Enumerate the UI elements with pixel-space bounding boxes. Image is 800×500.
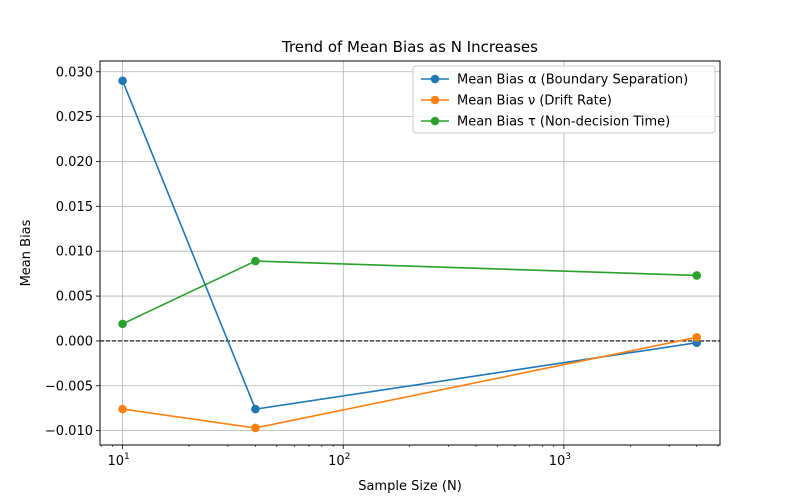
legend-label-2: Mean Bias ν (Drift Rate)	[457, 94, 612, 109]
ticks: −0.010 −0.005 0.000 0.005 0.010 0.015 0.020 0.0…	[45, 65, 719, 469]
chart-title: Trend of Mean Bias as N Increases	[281, 38, 538, 56]
x-axis-title: Sample Size (N)	[358, 479, 462, 494]
axes-frame	[99, 60, 721, 446]
y-tick-label: 0.025	[56, 110, 93, 125]
y-tick-label: −0.010	[45, 424, 93, 439]
legend-label-1: Mean Bias α (Boundary Separation)	[457, 73, 688, 88]
y-tick-label: 0.015	[56, 200, 93, 215]
legend: Mean Bias α (Boundary Separation) Mean Bi…	[412, 65, 716, 134]
y-axis-title: Mean Bias	[19, 219, 34, 286]
y-tick-label: 0.010	[56, 245, 93, 260]
series-2-point	[118, 404, 127, 414]
legend-label-3: Mean Bias τ (Non-decision Time)	[457, 115, 670, 130]
y-tick-label: 0.020	[56, 155, 93, 170]
series-1-point	[118, 76, 127, 86]
series-1-point	[251, 404, 260, 414]
legend-marker-1	[430, 74, 440, 84]
series-3-point	[118, 319, 127, 329]
series-3-point	[692, 271, 702, 280]
y-tick-label: −0.005	[45, 379, 93, 394]
series-layer	[118, 76, 702, 433]
y-tick-label: 0.030	[56, 65, 93, 80]
series-3-point	[251, 256, 260, 266]
y-tick-label: 0.005	[56, 290, 93, 305]
legend-box	[412, 65, 716, 134]
legend-marker-3	[430, 116, 440, 126]
y-tick-label: 0.000	[56, 334, 93, 349]
series-2-point	[251, 423, 260, 433]
series-2-point	[692, 333, 702, 342]
legend-marker-2	[430, 95, 440, 105]
